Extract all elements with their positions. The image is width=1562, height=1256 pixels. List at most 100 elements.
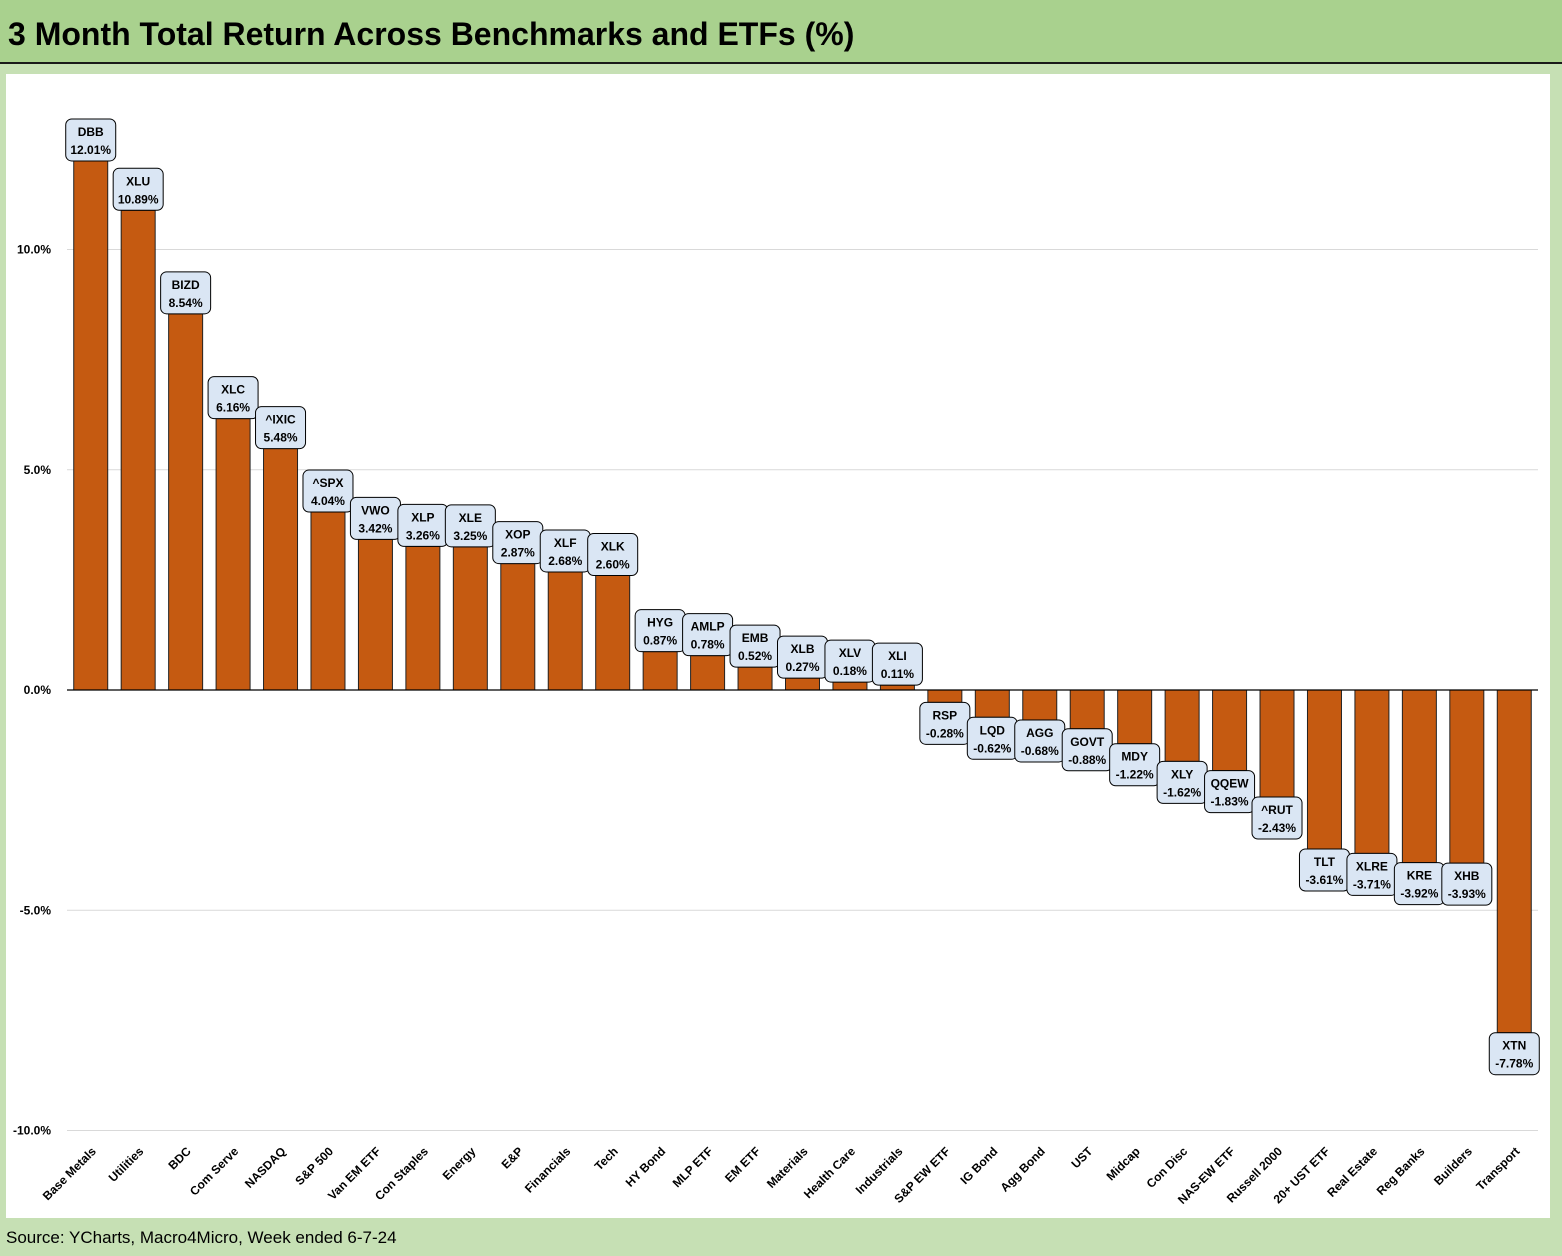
bar	[1117, 689, 1153, 745]
x-category-label: Tech	[592, 1144, 621, 1173]
data-label-value: -0.28%	[926, 726, 964, 740]
data-label-box	[255, 406, 307, 450]
x-category-label: IG Bond	[958, 1144, 1001, 1187]
bar	[357, 538, 393, 691]
data-label-value: 2.60%	[596, 557, 630, 571]
y-tick-label: -5.0%	[20, 903, 52, 917]
data-label-ticker: ^SPX	[312, 476, 343, 490]
x-category-label: BDC	[165, 1144, 194, 1173]
data-label-value: 5.48%	[264, 431, 298, 445]
data-label-value: 6.16%	[216, 401, 250, 415]
data-label-ticker: XLC	[221, 383, 245, 397]
data-label-ticker: QQEW	[1211, 777, 1250, 791]
data-label-value: 0.87%	[643, 634, 677, 648]
data-label-box	[160, 271, 212, 315]
data-label-box	[207, 376, 259, 420]
data-label-ticker: ^IXIC	[265, 413, 296, 427]
data-label-value: -7.78%	[1495, 1057, 1533, 1071]
x-category-label: Transport	[1473, 1144, 1522, 1193]
data-label-value: 12.01%	[70, 143, 111, 157]
x-category-label: Midcap	[1104, 1144, 1143, 1183]
bar	[879, 684, 915, 691]
bar	[500, 563, 536, 691]
x-category-label: Reg Banks	[1374, 1144, 1428, 1198]
bar	[1164, 689, 1200, 762]
data-label-ticker: XLV	[839, 646, 861, 660]
data-label-box	[1251, 796, 1303, 840]
bar	[168, 313, 204, 691]
data-label-value: -0.62%	[973, 741, 1011, 755]
x-category-label: UST	[1068, 1144, 1095, 1171]
x-category-label: Agg Bond	[997, 1144, 1047, 1194]
x-category-label: Real Estate	[1324, 1144, 1380, 1200]
data-label-ticker: XOP	[505, 528, 530, 542]
x-category-label: E&P	[499, 1144, 526, 1171]
bar	[737, 666, 773, 691]
plot-area: -10.0% -5.0% 0.0% 5.0% 10.0% DBB 12.01% XLU 10.8…	[6, 74, 1550, 1218]
data-label-ticker: XLE	[459, 511, 482, 525]
y-tick-label: 0.0%	[24, 683, 52, 697]
data-label-value: -1.83%	[1211, 795, 1249, 809]
data-label-ticker: XTN	[1502, 1039, 1526, 1053]
data-label-ticker: LQD	[980, 723, 1006, 737]
data-label-value: 3.26%	[406, 528, 440, 542]
bar	[1401, 689, 1437, 864]
data-label-ticker: AMLP	[691, 620, 725, 634]
y-tick-label: 10.0%	[17, 243, 51, 257]
data-label-ticker: XLI	[888, 649, 907, 663]
data-label-ticker: XLY	[1171, 767, 1193, 781]
data-label-ticker: HYG	[647, 616, 673, 630]
data-label-box	[587, 532, 639, 576]
bar	[1354, 689, 1390, 854]
data-label-value: 2.68%	[548, 554, 582, 568]
y-tick-label: -10.0%	[13, 1124, 51, 1138]
bar	[73, 160, 109, 691]
data-label-value: 0.18%	[833, 664, 867, 678]
x-category-label: MLP ETF	[670, 1144, 716, 1190]
bar	[832, 681, 868, 691]
x-category-label: Builders	[1431, 1144, 1475, 1188]
x-category-label: NASDAQ	[242, 1144, 289, 1191]
x-category-label: Materials	[764, 1144, 811, 1191]
x-category-label: Health Care	[801, 1144, 858, 1201]
bar	[310, 511, 346, 691]
data-label-ticker: KRE	[1407, 869, 1432, 883]
data-label-value: 0.78%	[691, 638, 725, 652]
chart-title: 3 Month Total Return Across Benchmarks a…	[8, 16, 855, 52]
bar	[595, 574, 631, 691]
bar	[215, 418, 251, 691]
bar	[1022, 689, 1058, 721]
bar	[974, 689, 1010, 718]
x-category-label: Financials	[522, 1144, 574, 1196]
data-label-value: 10.89%	[118, 192, 159, 206]
x-category-label: S&P 500	[292, 1144, 336, 1188]
y-tick-label: 5.0%	[24, 463, 52, 477]
data-label-ticker: MDY	[1121, 750, 1148, 764]
bar	[1496, 689, 1532, 1034]
x-category-label: Com Serve	[187, 1144, 241, 1198]
data-label-value: 3.25%	[453, 529, 487, 543]
source-note: Source: YCharts, Macro4Micro, Week ended…	[6, 1228, 397, 1247]
data-label-value: -0.88%	[1068, 753, 1106, 767]
data-label-value: -1.62%	[1163, 785, 1201, 799]
bar	[1212, 689, 1248, 772]
data-label-ticker: TLT	[1314, 855, 1336, 869]
data-label-box	[302, 469, 354, 513]
data-label-value: -1.22%	[1116, 768, 1154, 782]
data-label-value: -3.92%	[1400, 887, 1438, 901]
bar	[1449, 689, 1485, 864]
bar	[405, 545, 441, 691]
data-label-ticker: XLP	[411, 510, 434, 524]
title-bar: 3 Month Total Return Across Benchmarks a…	[0, 0, 1562, 64]
bar	[1306, 689, 1342, 850]
data-label-value: 0.27%	[785, 660, 819, 674]
data-label-box	[112, 167, 164, 211]
data-label-box	[871, 642, 923, 686]
data-label-ticker: XHB	[1454, 869, 1480, 883]
data-label-value: 8.54%	[169, 296, 203, 310]
data-label-value: 2.87%	[501, 546, 535, 560]
x-category-label: Base Metals	[40, 1144, 99, 1203]
data-label-box	[1204, 770, 1256, 814]
data-label-ticker: XLF	[554, 536, 577, 550]
data-label-value: -3.93%	[1448, 887, 1486, 901]
